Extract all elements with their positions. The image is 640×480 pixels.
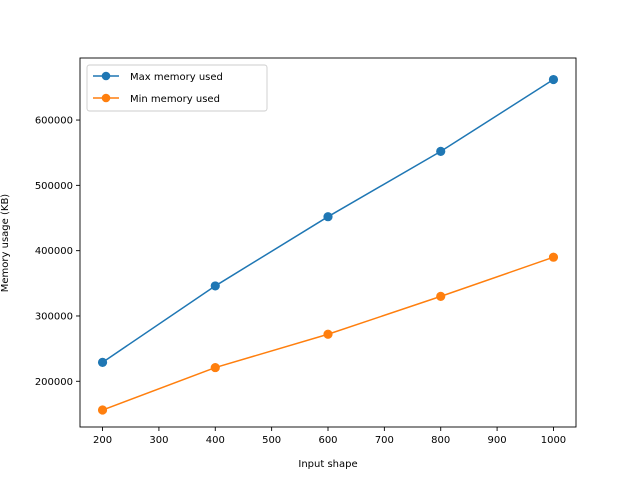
x-axis-title: Input shape — [298, 459, 357, 470]
data-point-min-memory-used — [323, 329, 333, 339]
data-point-min-memory-used — [436, 291, 446, 301]
data-point-min-memory-used — [97, 405, 108, 415]
legend: Max memory used Min memory used — [86, 64, 268, 112]
y-tick-label: 400000 — [35, 246, 73, 257]
series-lines — [97, 74, 559, 415]
x-tick-label: 800 — [431, 435, 450, 446]
data-point-max-memory-used — [97, 357, 108, 367]
y-tick-label: 200000 — [35, 377, 73, 388]
data-point-max-memory-used — [436, 146, 446, 156]
x-tick-label: 700 — [375, 435, 394, 446]
y-tick-label: 300000 — [35, 311, 73, 322]
x-axis: 200 300 400 500 600 700 800 900 1000 — [93, 427, 566, 446]
legend-marker-min-memory-used — [101, 93, 111, 103]
data-point-max-memory-used — [548, 74, 559, 85]
y-tick-label: 500000 — [35, 181, 73, 192]
y-axis: 200000 300000 400000 500000 600000 — [35, 116, 80, 388]
data-point-min-memory-used — [548, 252, 559, 262]
x-tick-label: 400 — [206, 435, 225, 446]
x-tick-label: 500 — [262, 435, 281, 446]
x-tick-label: 600 — [318, 435, 337, 446]
data-point-min-memory-used — [210, 362, 220, 373]
legend-marker-max-memory-used — [101, 71, 111, 81]
data-point-max-memory-used — [323, 212, 333, 222]
legend-label-max-memory-used: Max memory used — [130, 72, 223, 83]
y-tick-label: 600000 — [35, 116, 73, 127]
legend-label-min-memory-used: Min memory used — [130, 94, 220, 105]
x-tick-label: 200 — [93, 435, 112, 446]
x-tick-label: 300 — [149, 435, 168, 446]
legend-box — [86, 64, 268, 112]
y-axis-title: Memory usage (KB) — [0, 194, 11, 293]
x-tick-label: 900 — [488, 435, 507, 446]
data-point-max-memory-used — [210, 281, 220, 291]
x-tick-label: 1000 — [541, 435, 566, 446]
